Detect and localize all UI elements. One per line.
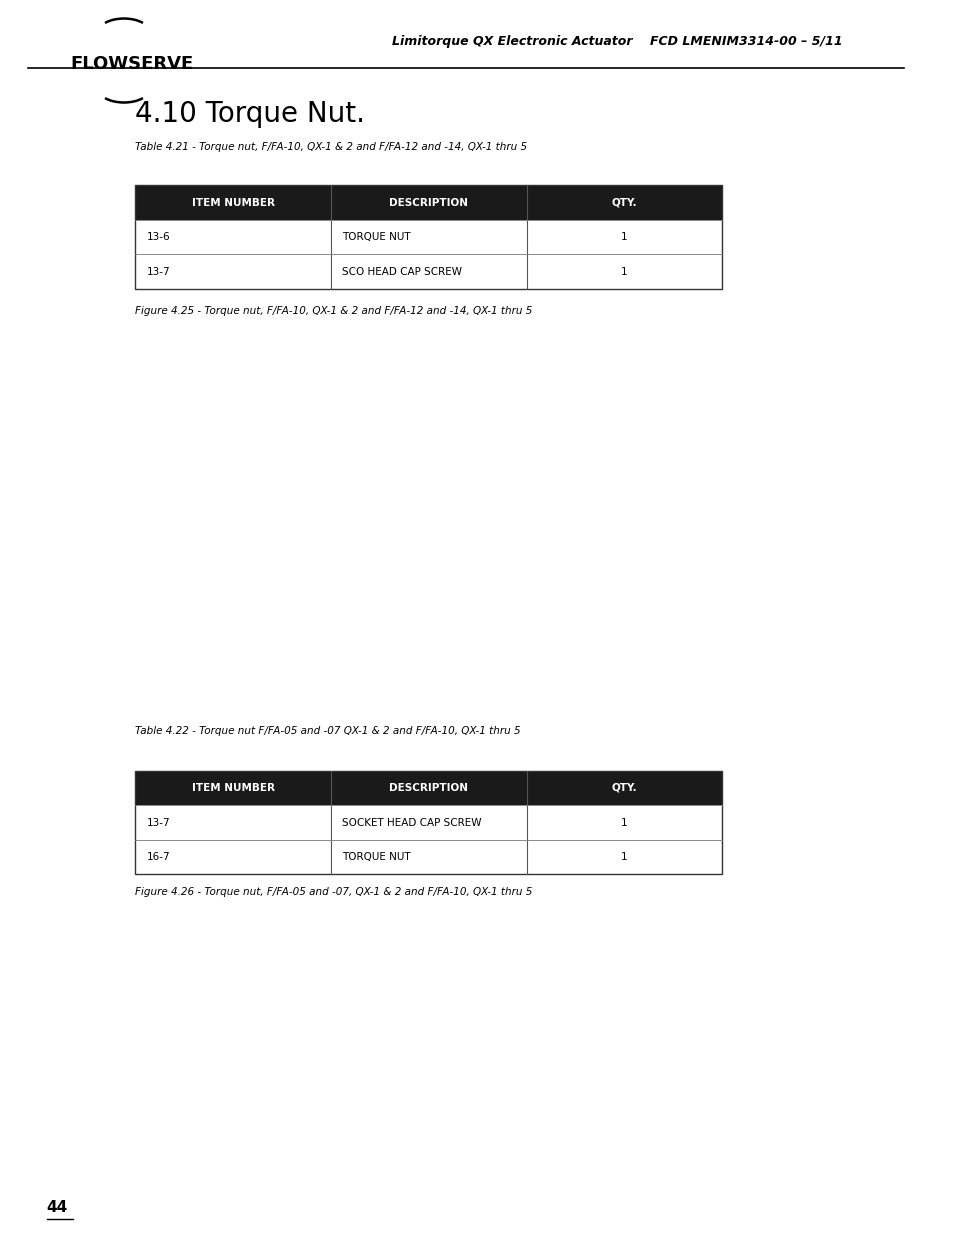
Text: DESCRIPTION: DESCRIPTION <box>389 783 468 793</box>
Text: 44: 44 <box>47 1200 68 1215</box>
FancyBboxPatch shape <box>526 805 721 840</box>
Text: TORQUE NUT: TORQUE NUT <box>342 852 411 862</box>
Text: Table 4.22 - Torque nut F/FA-05 and -07 QX-1 & 2 and F/FA-10, QX-1 thru 5: Table 4.22 - Torque nut F/FA-05 and -07 … <box>135 726 520 736</box>
FancyBboxPatch shape <box>93 951 838 1198</box>
Text: DESCRIPTION: DESCRIPTION <box>389 198 468 207</box>
FancyBboxPatch shape <box>331 840 526 874</box>
Text: TORQUE NUT: TORQUE NUT <box>342 232 411 242</box>
FancyBboxPatch shape <box>331 185 526 220</box>
Text: Figure 4.25 - Torque nut, F/FA-10, QX-1 & 2 and F/FA-12 and -14, QX-1 thru 5: Figure 4.25 - Torque nut, F/FA-10, QX-1 … <box>135 306 532 316</box>
Text: 13-7: 13-7 <box>146 267 170 277</box>
FancyBboxPatch shape <box>135 840 331 874</box>
FancyBboxPatch shape <box>526 185 721 220</box>
Text: Limitorque QX Electronic Actuator    FCD LMENIM3314-00 – 5/11: Limitorque QX Electronic Actuator FCD LM… <box>391 36 841 48</box>
FancyBboxPatch shape <box>331 220 526 254</box>
FancyBboxPatch shape <box>526 840 721 874</box>
Text: 4.10 Torque Nut.: 4.10 Torque Nut. <box>135 100 365 127</box>
Text: ITEM NUMBER: ITEM NUMBER <box>192 783 274 793</box>
FancyBboxPatch shape <box>526 254 721 289</box>
Text: QTY.: QTY. <box>611 198 637 207</box>
FancyBboxPatch shape <box>526 220 721 254</box>
Text: 1: 1 <box>620 232 627 242</box>
Text: FLOWSERVE: FLOWSERVE <box>70 56 193 73</box>
Text: ITEM NUMBER: ITEM NUMBER <box>192 198 274 207</box>
Text: 1: 1 <box>620 852 627 862</box>
FancyBboxPatch shape <box>331 805 526 840</box>
Text: SCO HEAD CAP SCREW: SCO HEAD CAP SCREW <box>342 267 461 277</box>
FancyBboxPatch shape <box>135 805 331 840</box>
Text: 13-7: 13-7 <box>146 818 170 827</box>
Text: QTY.: QTY. <box>611 783 637 793</box>
FancyBboxPatch shape <box>135 220 331 254</box>
Text: 16-7: 16-7 <box>146 852 170 862</box>
FancyBboxPatch shape <box>135 771 331 805</box>
FancyBboxPatch shape <box>331 771 526 805</box>
FancyBboxPatch shape <box>331 254 526 289</box>
Text: 1: 1 <box>620 818 627 827</box>
FancyBboxPatch shape <box>526 771 721 805</box>
FancyBboxPatch shape <box>135 254 331 289</box>
Text: 13-6: 13-6 <box>146 232 170 242</box>
Text: Table 4.21 - Torque nut, F/FA-10, QX-1 & 2 and F/FA-12 and -14, QX-1 thru 5: Table 4.21 - Torque nut, F/FA-10, QX-1 &… <box>135 142 527 152</box>
FancyBboxPatch shape <box>135 185 331 220</box>
FancyBboxPatch shape <box>93 333 838 630</box>
Text: 1: 1 <box>620 267 627 277</box>
Text: SOCKET HEAD CAP SCREW: SOCKET HEAD CAP SCREW <box>342 818 481 827</box>
Text: Figure 4.26 - Torque nut, F/FA-05 and -07, QX-1 & 2 and F/FA-10, QX-1 thru 5: Figure 4.26 - Torque nut, F/FA-05 and -0… <box>135 887 532 897</box>
